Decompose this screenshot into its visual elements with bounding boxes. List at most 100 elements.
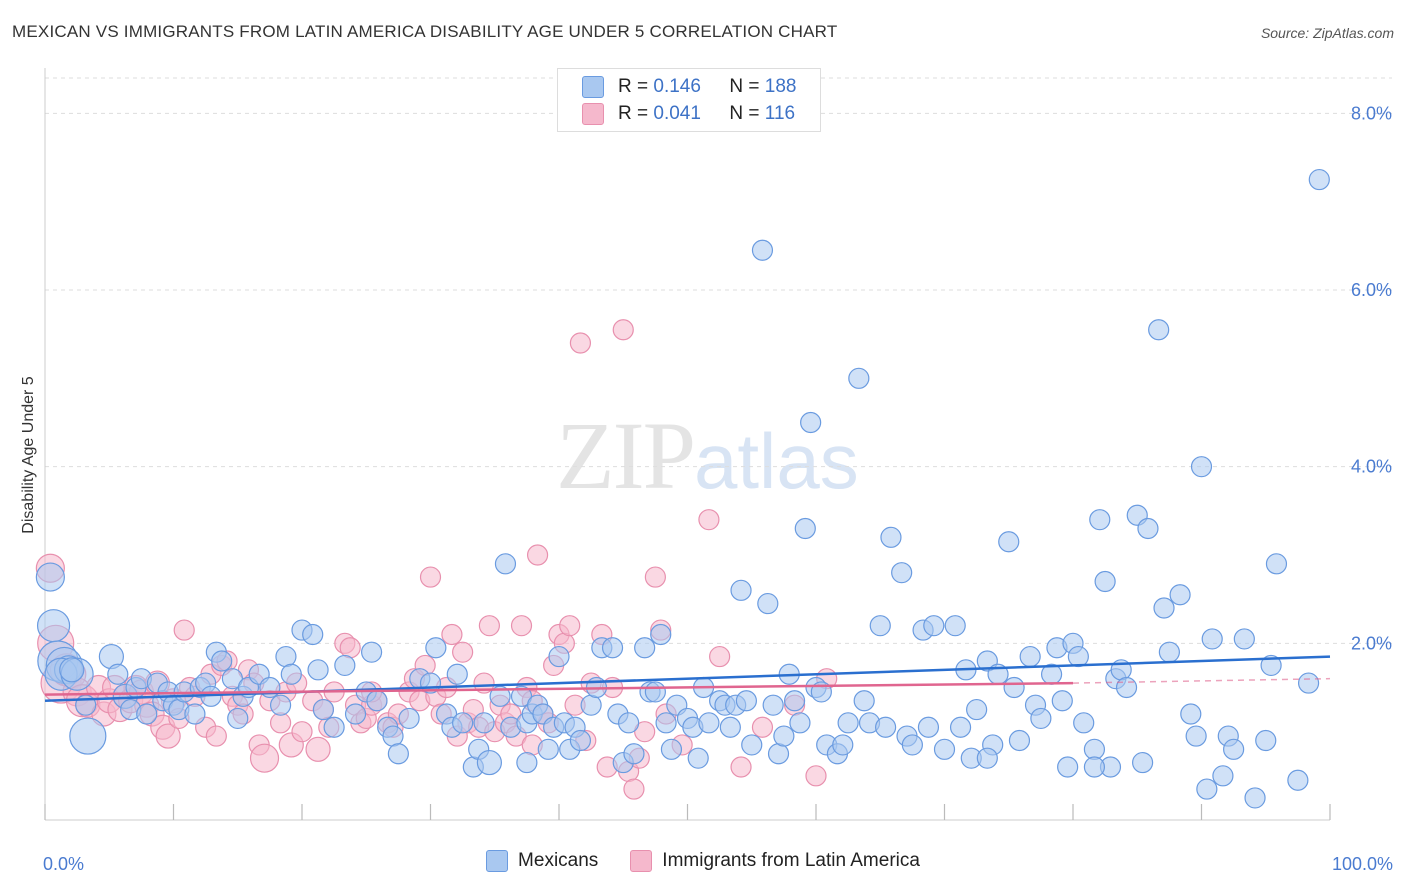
- mexicans-point: [687, 747, 709, 769]
- mexicans-point: [1003, 676, 1025, 699]
- immigrants-point: [452, 641, 474, 663]
- mexicans-point: [1030, 707, 1052, 730]
- legend-item-mexicans: Mexicans: [486, 850, 598, 872]
- mexicans-point: [1265, 553, 1288, 575]
- mexicans-point: [832, 734, 854, 756]
- mexicans-point: [302, 623, 324, 646]
- mexicans-point: [344, 703, 367, 725]
- mexicans-point: [227, 707, 249, 730]
- immigrants-point: [623, 778, 645, 800]
- mexicans-point: [1019, 645, 1041, 668]
- mexicans-point: [452, 712, 474, 734]
- immigrants-point: [441, 623, 463, 646]
- mexicans-point: [1057, 756, 1079, 778]
- mexicans-point: [59, 657, 85, 683]
- immigrants-point: [569, 332, 592, 354]
- mexicans-point: [275, 645, 297, 668]
- mexicans-point: [1169, 584, 1191, 606]
- immigrants-point: [634, 721, 656, 743]
- mexicans-point: [1148, 319, 1170, 341]
- immigrants-point: [155, 723, 181, 749]
- mexicans-point: [136, 703, 158, 725]
- mexicans-point: [634, 637, 656, 659]
- mexicans-point: [1137, 517, 1159, 540]
- mexicans-point: [1089, 509, 1111, 531]
- mexicans-point: [107, 663, 129, 685]
- mexicans-point: [307, 659, 329, 681]
- mexicans-point: [334, 654, 356, 677]
- mexicans-point: [789, 712, 811, 734]
- mexicans-point: [312, 698, 335, 721]
- watermark: ZIPatlas: [556, 400, 859, 511]
- immigrants-point: [644, 566, 666, 588]
- mexicans-point: [944, 615, 966, 637]
- mexicans-point: [1308, 168, 1330, 191]
- mexicans-point: [848, 367, 870, 389]
- mexicans-point: [1051, 690, 1073, 712]
- mexicans-point: [837, 712, 859, 734]
- immigrants-point: [709, 645, 731, 668]
- legend-item-immigrants: Immigrants from Latin America: [630, 850, 920, 872]
- immigrants-point: [269, 712, 292, 734]
- mexicans-point: [548, 645, 570, 668]
- immigrants-point: [419, 566, 442, 588]
- mexicans-point: [998, 531, 1020, 553]
- mexicans-point: [36, 609, 71, 643]
- mexicans-point: [757, 592, 779, 615]
- mexicans-point: [35, 562, 65, 592]
- immigrants-point: [612, 319, 634, 341]
- mexicans-point: [949, 716, 972, 738]
- legend-n-label: N =: [729, 76, 760, 97]
- mexicans-point: [875, 716, 897, 738]
- legend-label-mexicans: Mexicans: [518, 850, 599, 871]
- mexicans-point: [1255, 729, 1277, 752]
- mexicans-point: [966, 698, 988, 721]
- mexicans-point: [269, 694, 292, 716]
- legend-r-label: R =: [618, 103, 649, 124]
- immigrants-trend-extension: [1072, 677, 1331, 684]
- legend-label-immigrants: Immigrants from Latin America: [662, 850, 920, 871]
- mexicans-point: [537, 738, 559, 760]
- mexicans-point: [510, 685, 533, 707]
- mexicans-point: [1115, 676, 1138, 699]
- mexicans-point: [719, 716, 741, 738]
- mexicans-point: [1073, 712, 1095, 734]
- x-tick-label: 100.0%: [1332, 854, 1393, 874]
- mexicans-point: [901, 734, 923, 756]
- mexicans-point: [366, 690, 388, 712]
- mexicans-point: [618, 712, 640, 734]
- mexicans-point: [1297, 672, 1320, 694]
- legend-swatch-blue: [582, 76, 604, 98]
- legend-row-immigrants: R = 0.041 N = 116: [582, 102, 795, 126]
- mexicans-point: [280, 663, 302, 685]
- mexicans-point: [917, 716, 940, 738]
- x-tick-label: 0.0%: [43, 854, 84, 874]
- mexicans-point: [1153, 597, 1175, 619]
- mexicans-point: [1223, 738, 1245, 760]
- mexicans-point: [476, 749, 502, 776]
- mexicans-point: [933, 738, 956, 760]
- immigrants-point: [473, 672, 495, 694]
- mexicans-point: [446, 663, 468, 685]
- mexicans-point: [1083, 756, 1106, 778]
- mexicans-point: [387, 743, 409, 765]
- mexicans-point: [1244, 787, 1266, 809]
- immigrants-point: [698, 509, 720, 531]
- mexicans-point: [211, 650, 233, 672]
- legend-row-mexicans: R = 0.146 N = 188: [582, 75, 796, 99]
- legend-r-label: R =: [618, 76, 649, 97]
- immigrants-point: [730, 756, 752, 778]
- y-tick-label: 8.0%: [1351, 103, 1392, 123]
- mexicans-point: [184, 703, 206, 725]
- mexicans-point: [853, 690, 875, 712]
- legend-swatch-pink: [582, 103, 604, 125]
- legend-r-value: 0.146: [653, 76, 701, 97]
- mexicans-point: [976, 747, 998, 769]
- mexicans-point: [382, 725, 404, 747]
- mexicans-point: [794, 517, 816, 540]
- watermark-zip: ZIP: [556, 402, 696, 509]
- mexicans-point: [751, 239, 774, 261]
- y-tick-label: 4.0%: [1351, 457, 1392, 477]
- mexicans-point: [767, 743, 790, 765]
